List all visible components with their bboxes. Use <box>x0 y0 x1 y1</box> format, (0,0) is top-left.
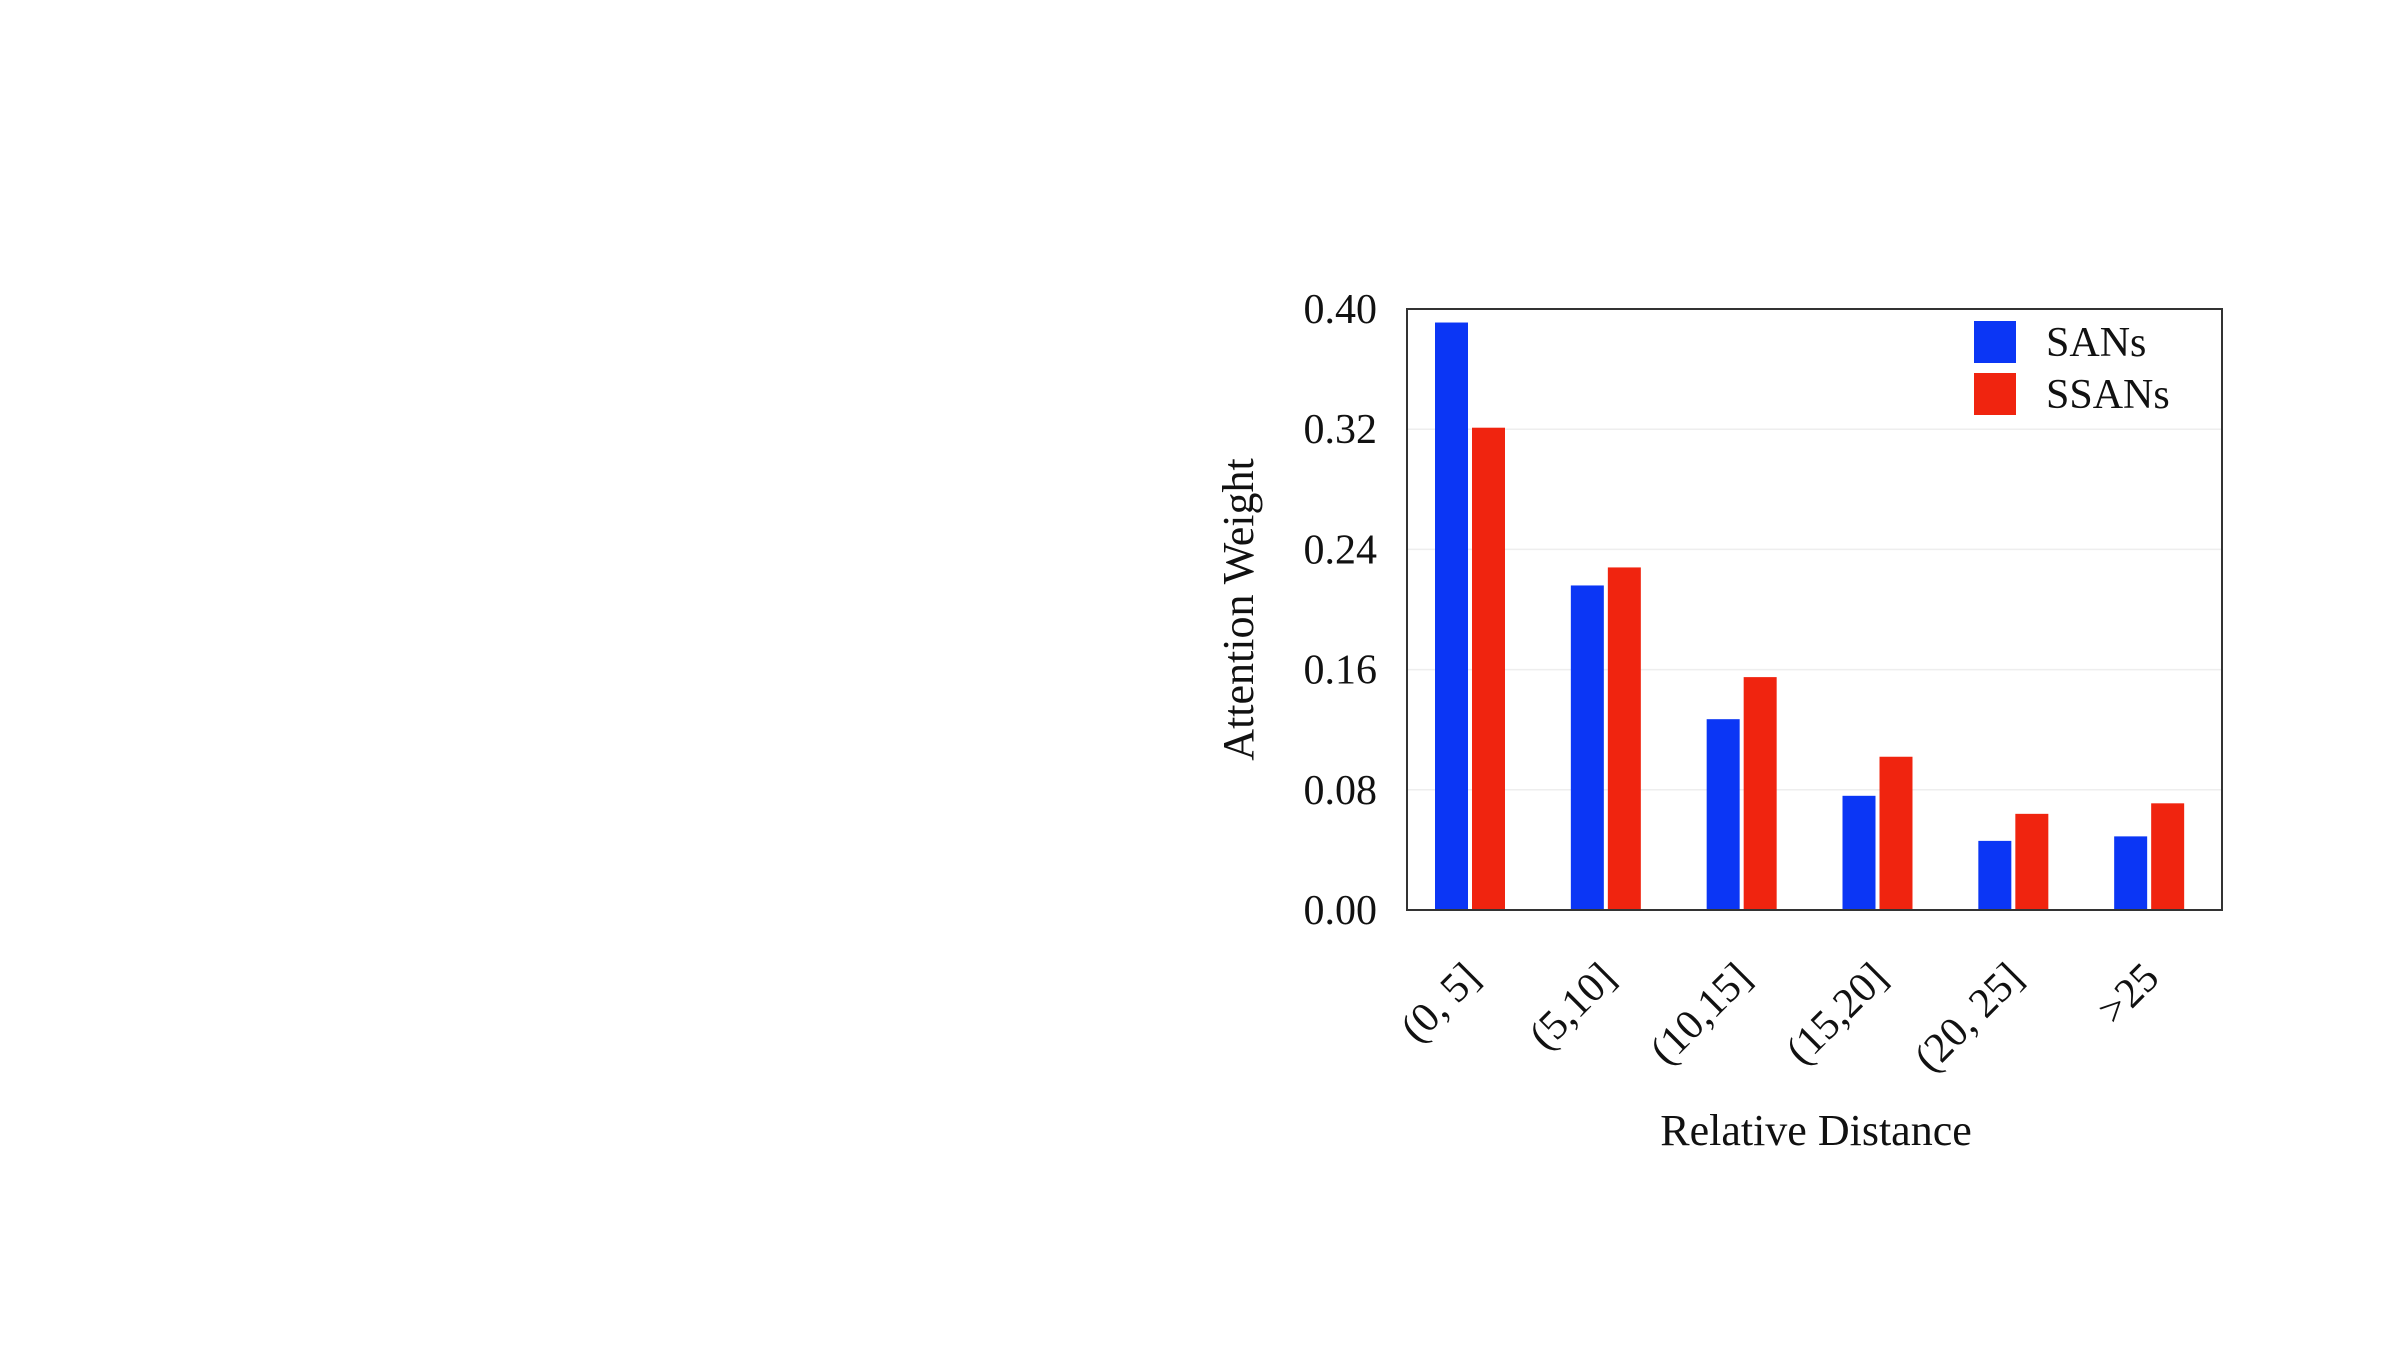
x-tick-label: (0, 5] <box>1392 955 1489 1052</box>
grid-lines <box>1407 428 2222 791</box>
x-tick-label: (15,20] <box>1777 955 1896 1074</box>
x-axis-label: Relative Distance <box>1660 1106 1972 1155</box>
y-tick-label: 0.32 <box>1304 407 1378 453</box>
legend-swatch-ssans <box>1974 373 2016 415</box>
bar-ssans-4 <box>2015 813 2049 910</box>
bar-sans-5 <box>2114 836 2148 910</box>
bar-sans-2 <box>1706 719 1740 910</box>
y-axis-label: Attention Weight <box>1214 458 1263 760</box>
x-axis-ticks: (0, 5] (5,10] (10,15] (15,20] (20, 25] >25 <box>1392 955 2168 1082</box>
bars <box>1435 322 2185 911</box>
y-tick-label: 0.16 <box>1304 648 1378 694</box>
bar-sans-4 <box>1978 840 2012 910</box>
bar-ssans-0 <box>1472 427 1505 910</box>
bar-ssans-1 <box>1607 567 1641 910</box>
bar-sans-0 <box>1435 322 1468 911</box>
legend: SANs SSANs <box>1974 320 2170 418</box>
bar-ssans-5 <box>2151 803 2185 910</box>
x-tick-label: (10,15] <box>1642 955 1761 1074</box>
y-tick-label: 0.00 <box>1304 888 1378 934</box>
plot-frame <box>1406 308 2223 911</box>
legend-swatch-sans <box>1974 321 2016 363</box>
bar-ssans-2 <box>1743 677 1777 910</box>
y-tick-label: 0.40 <box>1304 287 1378 333</box>
bar-ssans-3 <box>1879 756 1913 910</box>
x-tick-label: (20, 25] <box>1906 955 2033 1082</box>
y-tick-label: 0.08 <box>1304 768 1378 814</box>
bar-sans-3 <box>1842 795 1876 910</box>
legend-label-sans: SANs <box>2046 320 2146 366</box>
x-tick-label: (5,10] <box>1521 955 1625 1059</box>
y-axis-ticks: 0.00 0.08 0.16 0.24 0.32 0.40 <box>1304 287 1378 934</box>
bar-sans-1 <box>1570 585 1604 910</box>
x-tick-label: >25 <box>2089 955 2168 1034</box>
y-tick-label: 0.24 <box>1304 527 1378 573</box>
legend-label-ssans: SSANs <box>2046 372 2170 418</box>
